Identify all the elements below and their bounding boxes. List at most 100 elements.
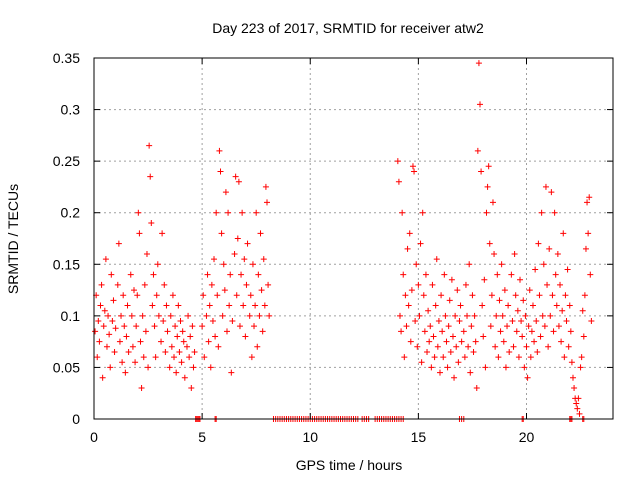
- data-point: [491, 250, 498, 257]
- data-point: [508, 271, 515, 278]
- data-point: [502, 364, 509, 371]
- data-point: [395, 178, 402, 185]
- data-point: [558, 338, 565, 345]
- data-point: [127, 271, 134, 278]
- data-point: [265, 281, 272, 288]
- data-point: [180, 338, 187, 345]
- data-point: [152, 354, 159, 361]
- data-point: [164, 328, 171, 335]
- data-point: [416, 312, 423, 319]
- data-point: [162, 348, 169, 355]
- data-point: [522, 312, 529, 319]
- data-point: [129, 343, 136, 350]
- data-point: [246, 312, 253, 319]
- data-point: [478, 168, 485, 175]
- data-point: [484, 183, 491, 190]
- data-point: [121, 323, 128, 330]
- data-point: [240, 302, 247, 309]
- data-point: [161, 281, 168, 288]
- data-point: [419, 209, 426, 216]
- data-point: [398, 328, 405, 335]
- data-point: [163, 302, 170, 309]
- data-point: [519, 333, 526, 340]
- data-point: [207, 364, 214, 371]
- data-point: [542, 183, 549, 190]
- data-point: [494, 271, 501, 278]
- data-point: [405, 302, 412, 309]
- data-point: [585, 230, 592, 237]
- chart-title: Day 223 of 2017, SRMTID for receiver atw…: [212, 20, 484, 36]
- data-point: [506, 348, 513, 355]
- data-point: [479, 302, 486, 309]
- grid-lines: [94, 58, 613, 419]
- data-point: [468, 323, 475, 330]
- data-point: [444, 364, 451, 371]
- data-point: [420, 292, 427, 299]
- data-point: [477, 101, 484, 108]
- data-point: [128, 312, 135, 319]
- data-point: [260, 256, 267, 263]
- data-point: [107, 364, 114, 371]
- data-point: [469, 292, 476, 299]
- data-point: [102, 256, 109, 263]
- data-point: [555, 323, 562, 330]
- data-point: [432, 302, 439, 309]
- data-point: [498, 261, 505, 268]
- data-point: [254, 343, 261, 350]
- data-point: [94, 354, 101, 361]
- data-point: [461, 354, 468, 361]
- data-point: [560, 230, 567, 237]
- data-point: [187, 333, 194, 340]
- data-point: [181, 374, 188, 381]
- data-point: [566, 302, 573, 309]
- data-point: [403, 323, 410, 330]
- data-point: [401, 354, 408, 361]
- data-point: [547, 312, 554, 319]
- data-point: [205, 338, 212, 345]
- data-point: [95, 318, 102, 325]
- data-point: [264, 199, 270, 206]
- data-point: [140, 354, 147, 361]
- data-point: [176, 348, 183, 355]
- data-point: [454, 287, 461, 294]
- data-point: [214, 292, 221, 299]
- data-point: [266, 312, 273, 319]
- data-point: [551, 209, 558, 216]
- data-point: [529, 302, 536, 309]
- data-point: [123, 333, 130, 340]
- data-point: [582, 245, 589, 252]
- data-point: [584, 199, 591, 206]
- data-point: [400, 271, 407, 278]
- data-point: [546, 245, 553, 252]
- y-tick-label: 0.35: [53, 50, 80, 66]
- data-point: [96, 338, 103, 345]
- data-point: [139, 312, 146, 319]
- data-point: [417, 240, 424, 247]
- data-point: [485, 163, 492, 170]
- data-point: [509, 318, 516, 325]
- data-point: [442, 312, 449, 319]
- y-axis-label: SRMTID / TECUs: [5, 184, 21, 294]
- data-point: [137, 338, 144, 345]
- data-point: [120, 292, 127, 299]
- data-point: [147, 173, 154, 180]
- data-point: [571, 385, 578, 392]
- data-point: [439, 328, 446, 335]
- data-point: [203, 312, 210, 319]
- data-point: [472, 338, 479, 345]
- data-point: [569, 374, 576, 381]
- data-point: [562, 292, 569, 299]
- data-point: [227, 271, 234, 278]
- data-point: [501, 287, 508, 294]
- x-tick-label: 10: [302, 429, 318, 445]
- data-point: [259, 328, 266, 335]
- data-point: [578, 354, 585, 361]
- data-point: [534, 348, 541, 355]
- data-point: [486, 240, 493, 247]
- data-point: [588, 318, 595, 325]
- data-point: [415, 281, 422, 288]
- data-point: [155, 312, 162, 319]
- data-point: [466, 261, 473, 268]
- data-point: [453, 343, 460, 350]
- x-tick-label: 0: [90, 429, 98, 445]
